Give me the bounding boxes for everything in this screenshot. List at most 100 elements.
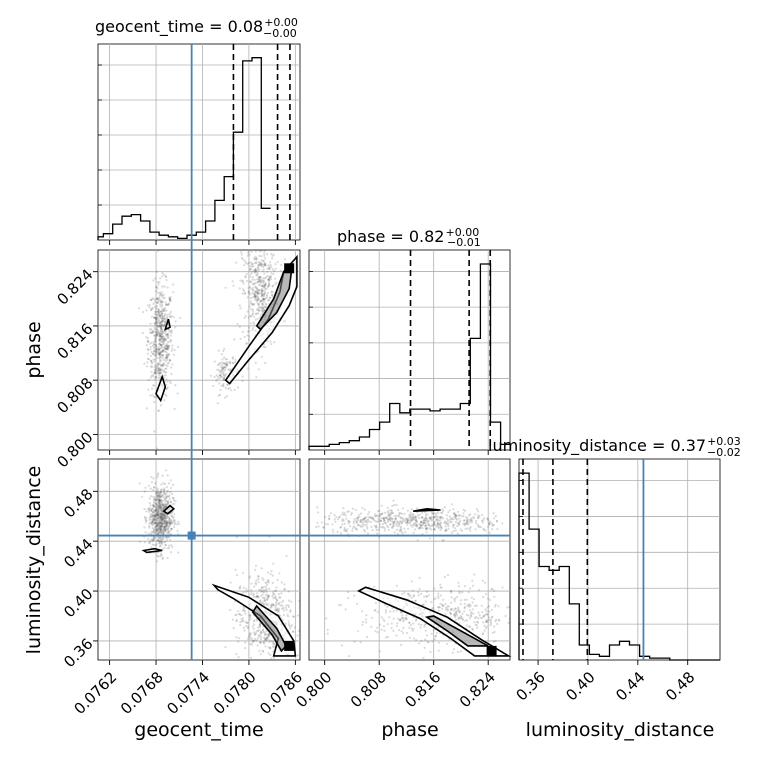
scatter-point — [173, 523, 176, 526]
scatter-point — [160, 319, 164, 322]
scatter-point — [154, 300, 157, 304]
scatter-point — [273, 592, 276, 596]
scatter-point — [493, 595, 496, 598]
scatter-point — [258, 261, 261, 264]
scatter-point — [477, 611, 480, 614]
scatter-point — [253, 315, 256, 318]
scatter-point — [395, 522, 398, 525]
scatter-point — [235, 574, 238, 577]
scatter-point — [219, 374, 222, 377]
scatter-point — [450, 591, 453, 594]
scatter-point — [243, 607, 246, 610]
scatter-point — [259, 599, 262, 602]
scatter-point — [242, 608, 245, 611]
scatter-point — [262, 284, 265, 287]
scatter-point — [260, 635, 263, 638]
scatter-point — [164, 374, 167, 377]
scatter-point — [159, 495, 162, 498]
scatter-point — [405, 618, 408, 621]
scatter-point — [154, 482, 157, 485]
scatter-point — [490, 616, 493, 619]
scatter-point — [254, 269, 257, 272]
scatter-point — [166, 314, 169, 317]
scatter-point — [257, 292, 260, 295]
scatter-point — [277, 610, 280, 614]
scatter-point — [267, 632, 270, 636]
scatter-point — [263, 596, 266, 599]
scatter-point — [263, 263, 266, 266]
scatter-point — [265, 633, 268, 636]
scatter-point — [160, 335, 163, 339]
scatter-point — [349, 525, 352, 528]
scatter-point — [267, 595, 270, 598]
scatter-point — [439, 583, 442, 586]
scatter-point — [257, 289, 261, 292]
scatter-point — [468, 605, 471, 608]
scatter-point — [250, 591, 253, 594]
scatter-point — [155, 343, 158, 347]
scatter-point — [155, 331, 158, 334]
scatter-point — [268, 296, 271, 299]
scatter-point — [160, 340, 163, 344]
scatter-point — [356, 517, 359, 520]
scatter-point — [240, 253, 243, 256]
scatter-point — [235, 619, 238, 622]
scatter-point — [274, 263, 277, 266]
scatter-point — [236, 323, 239, 326]
scatter-point — [438, 523, 441, 526]
scatter-point — [156, 333, 159, 336]
scatter-point — [159, 504, 162, 507]
scatter-point — [458, 523, 461, 526]
scatter-point — [161, 548, 164, 551]
scatter-point — [386, 623, 389, 626]
scatter-point — [470, 517, 473, 520]
scatter-point — [417, 514, 420, 517]
scatter-point — [446, 517, 449, 520]
scatter-point — [156, 487, 159, 490]
scatter-point — [377, 515, 380, 518]
scatter-point — [476, 523, 479, 526]
scatter-point — [331, 523, 334, 526]
scatter-point — [263, 289, 266, 292]
scatter-point — [420, 524, 424, 527]
scatter-point — [269, 639, 272, 642]
scatter-point — [437, 523, 440, 526]
scatter-point — [156, 518, 159, 521]
scatter-point — [155, 334, 158, 337]
scatter-point — [153, 365, 156, 368]
scatter-point — [170, 315, 173, 318]
scatter-point — [476, 516, 480, 520]
scatter-point — [226, 363, 229, 366]
scatter-point — [164, 505, 167, 508]
scatter-point — [154, 369, 157, 372]
scatter-point — [474, 513, 477, 516]
scatter-point — [475, 604, 478, 607]
scatter-point — [161, 351, 164, 354]
scatter-point — [162, 309, 165, 312]
scatter-point — [253, 282, 256, 285]
scatter-point — [155, 506, 158, 509]
scatter-point — [154, 509, 157, 512]
scatter-point — [376, 514, 379, 517]
scatter-point — [439, 524, 442, 527]
scatter-point — [155, 347, 158, 350]
scatter-point — [165, 333, 168, 336]
scatter-point — [402, 518, 405, 521]
scatter-point — [164, 526, 167, 529]
scatter-point — [424, 524, 427, 528]
scatter-point — [391, 504, 394, 507]
scatter-point — [242, 619, 245, 623]
scatter-point — [260, 308, 263, 311]
scatter-point — [331, 528, 334, 531]
scatter-point — [292, 615, 295, 618]
scatter-point — [239, 337, 242, 340]
scatter-point — [239, 307, 242, 310]
scatter-point — [159, 508, 162, 511]
scatter-point — [161, 295, 164, 298]
scatter-point — [164, 360, 167, 363]
scatter-point — [166, 495, 169, 498]
scatter-point — [262, 307, 265, 310]
scatter-point — [163, 522, 166, 525]
scatter-point — [152, 302, 155, 305]
scatter-point — [390, 622, 393, 625]
